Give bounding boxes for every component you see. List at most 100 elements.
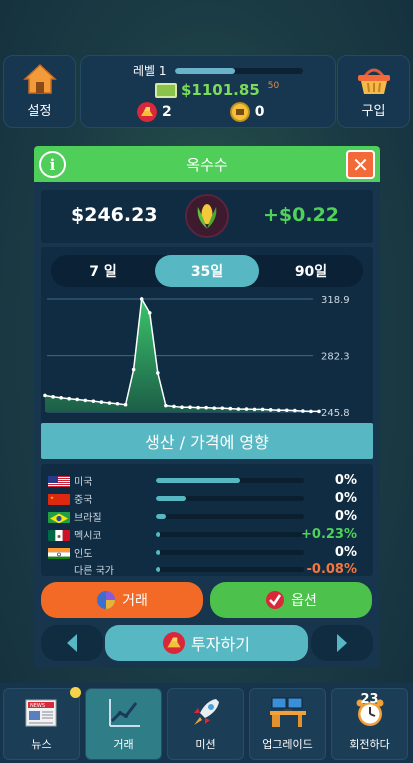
chart-point <box>180 405 184 410</box>
country-impact-value: 0% <box>334 473 357 488</box>
settings-button[interactable]: 설정 <box>3 55 76 128</box>
chart-point <box>212 406 217 410</box>
chart-point <box>252 407 257 412</box>
chart-point <box>99 400 104 404</box>
info-icon: i <box>49 155 56 174</box>
country-impact-bar <box>156 550 304 555</box>
newspaper-icon: NEWS <box>24 697 60 733</box>
flag-us-icon <box>48 474 70 487</box>
country-impact-bar <box>156 532 304 537</box>
arrow-left-icon <box>67 634 77 652</box>
chart-point <box>139 297 144 301</box>
tab-period-1[interactable]: 35일 <box>155 255 259 287</box>
trade-icon <box>97 591 116 609</box>
chart-point <box>309 409 313 414</box>
chart-point <box>51 395 55 399</box>
country-impact-bar <box>156 514 304 519</box>
price-chart-box: 7 일 35일 90일 318.9 282.3 245.8 <box>41 247 373 425</box>
trade-button[interactable]: 거래 <box>41 582 203 618</box>
country-name: 인도 <box>74 549 93 560</box>
country-impact-fill <box>156 496 186 501</box>
chart-point <box>83 398 88 403</box>
nav-alarm-clock[interactable]: 23 회전하다 <box>331 688 408 760</box>
price-change: +$0.22 <box>263 204 340 226</box>
period-tabs: 7 일 35일 90일 <box>51 255 363 287</box>
nav-chart-line[interactable]: 거래 <box>85 688 162 760</box>
country-name: 중국 <box>74 495 93 506</box>
previous-button[interactable] <box>41 625 103 661</box>
invest-label: 투자하기 <box>191 635 250 654</box>
basket-icon <box>357 68 390 94</box>
price-box: $246.23 +$0.22 <box>41 190 373 243</box>
bottom-nav: NEWS 뉴스 거래 미션 업그레이드 23 회전하다 <box>0 683 413 763</box>
level-row: 레벨 1 <box>133 62 303 79</box>
shop-label: 구입 <box>361 104 386 119</box>
chart-area <box>45 299 319 412</box>
flag-mx-icon <box>48 528 70 541</box>
chart-point <box>67 396 71 401</box>
country-row: 다른 국가 -0.08% <box>41 561 373 578</box>
nav-office-desk[interactable]: 업그레이드 <box>249 688 326 760</box>
chart-point <box>43 393 47 398</box>
country-name: 다른 국가 <box>74 566 114 577</box>
country-impact-fill <box>156 478 241 483</box>
token-icon <box>229 102 250 122</box>
corn-icon <box>185 194 229 238</box>
country-impact-value: +0.23% <box>301 527 357 542</box>
flag-cn-icon <box>48 492 70 505</box>
nav-label: 뉴스 <box>31 738 52 751</box>
chart-point <box>188 405 192 410</box>
country-impact-bar <box>156 567 304 572</box>
option-button[interactable]: 옵션 <box>210 582 372 618</box>
chart-point <box>260 407 265 412</box>
country-impact-value: 0% <box>334 491 357 506</box>
nav-label: 회전하다 <box>349 738 390 751</box>
gold-bars-icon <box>137 102 157 122</box>
token-count: 0 <box>254 104 265 120</box>
invest-button[interactable]: 투자하기 <box>105 625 308 661</box>
country-impact-value: 0% <box>334 509 357 524</box>
info-button[interactable]: i <box>39 151 66 178</box>
impact-label: 생산 / 가격에 영향 <box>145 433 269 452</box>
chart-point <box>276 408 281 413</box>
country-row: 미국 0% <box>41 472 373 489</box>
chart-point <box>220 406 225 410</box>
chart-point <box>284 408 289 413</box>
home-icon <box>22 63 57 94</box>
country-row: 인도 0% <box>41 544 373 561</box>
commodity-panel: i 옥수수 ✕ $246.23 +$0.22 7 일 35일 90일 318.9 28… <box>34 146 380 668</box>
country-name: 미국 <box>74 477 93 488</box>
tab-period-2[interactable]: 90일 <box>294 264 328 280</box>
country-impact-value: 0% <box>334 545 357 560</box>
country-impact-fill <box>156 550 161 555</box>
money-value: $1101.85 <box>181 81 260 99</box>
next-button[interactable] <box>311 625 373 661</box>
shop-button[interactable]: 구입 <box>337 55 410 128</box>
country-impact-fill <box>156 567 161 572</box>
level-progress-fill <box>174 67 235 74</box>
chart-point <box>123 402 128 407</box>
chart-point <box>204 405 208 410</box>
panel-header: i 옥수수 ✕ <box>34 146 380 182</box>
level-label: 레벨 1 <box>133 64 167 78</box>
chart-line-icon <box>106 697 142 733</box>
nav-newspaper[interactable]: NEWS 뉴스 <box>3 688 80 760</box>
close-icon: ✕ <box>352 152 369 177</box>
gold-count: 2 <box>162 104 172 120</box>
close-button[interactable]: ✕ <box>346 150 375 179</box>
chart-point <box>156 371 160 375</box>
chart-point <box>91 399 96 403</box>
chart-point <box>244 407 249 411</box>
cash-icon <box>155 82 177 98</box>
chart-point <box>228 406 233 411</box>
tab-period-0[interactable]: 7 일 <box>89 264 117 280</box>
status-box: 레벨 1 $1101.85 50 2 0 <box>80 55 336 128</box>
country-impact-fill <box>156 514 167 519</box>
chart-point <box>59 395 63 400</box>
level-progress-bar <box>174 67 303 74</box>
impact-button[interactable]: 생산 / 가격에 영향 <box>41 423 373 459</box>
nav-label: 거래 <box>113 738 134 751</box>
money-small-value: 50 <box>267 81 280 91</box>
nav-rocket[interactable]: 미션 <box>167 688 244 760</box>
chart-point <box>268 408 273 412</box>
